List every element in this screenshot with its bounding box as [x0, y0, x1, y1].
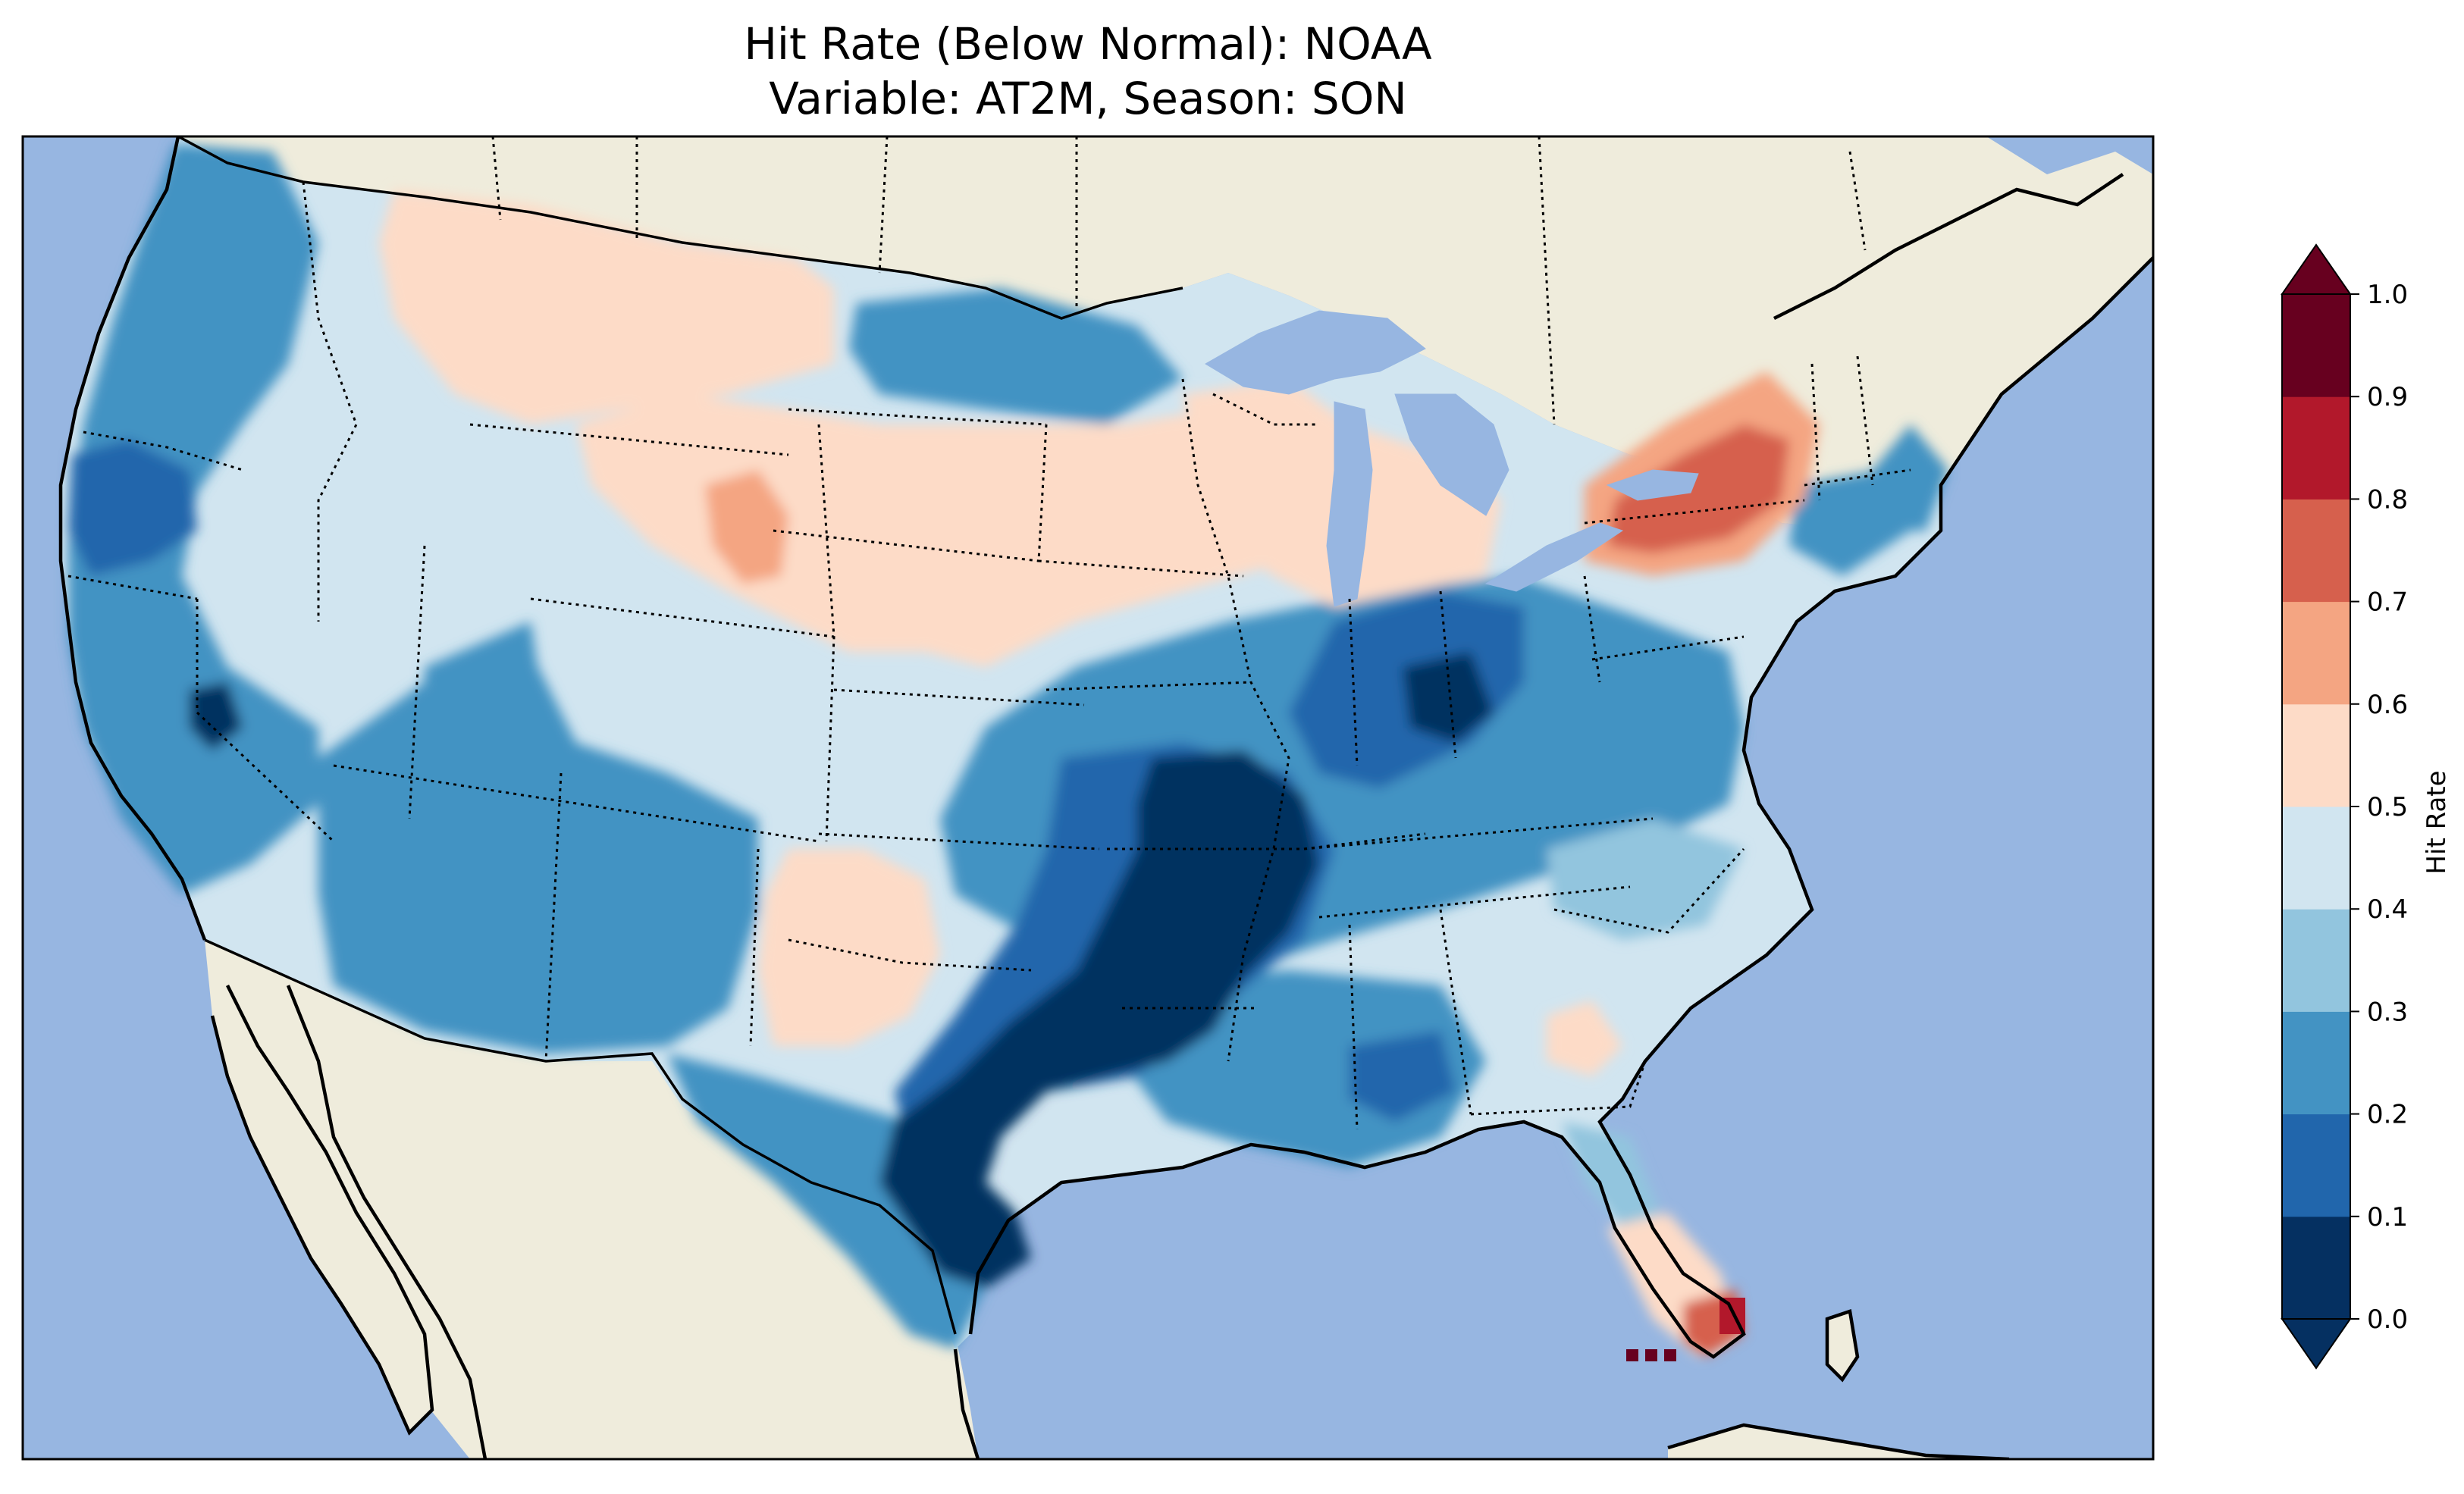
colorbar-tick-label: 0.5 — [2367, 792, 2408, 822]
region-indiana-dark — [1403, 652, 1494, 743]
state-borders — [67, 136, 1911, 1130]
province-lines — [491, 136, 1867, 425]
border-us-mexico — [204, 938, 957, 1335]
state-line-new-england — [1804, 355, 1911, 501]
state-line-pa-ny — [1584, 499, 1805, 661]
state-line-ca-nv — [196, 599, 335, 843]
state-line-ga-fl — [1470, 1060, 1647, 1116]
region-west-coast — [68, 144, 318, 894]
region-ne-arkansas — [1350, 1031, 1456, 1122]
coastlines — [58, 136, 2153, 1459]
colorbar-label: Hit Rate — [2422, 770, 2452, 874]
colorbar-tick-label: 0.7 — [2367, 587, 2408, 618]
coastline-bahamas — [1825, 1309, 1860, 1383]
coastline-mexico-east — [953, 1348, 980, 1459]
colorbar-tick-label: 0.8 — [2367, 484, 2408, 515]
colorbar: 0.0 0.1 0.2 0.3 0.4 0.5 0.6 0.7 0.8 0.9 1.0 — [2281, 243, 2408, 1370]
colorbar-tick-label: 1.0 — [2367, 280, 2408, 310]
colorbar-tick-label: 0.6 — [2367, 690, 2408, 720]
region-new-york-red — [1607, 424, 1789, 553]
colorbar-tick-label: 0.9 — [2367, 382, 2408, 412]
region-mississippi-valley-dark — [879, 750, 1319, 1289]
lake-superior — [1205, 310, 1426, 395]
colorbar-segment — [2282, 294, 2350, 397]
state-line-four-corners — [333, 764, 820, 843]
colorbar-tick-label: 0.1 — [2367, 1202, 2408, 1232]
state-line-dakotas — [788, 408, 1047, 426]
region-southern-plains-warm — [758, 849, 940, 1046]
state-line-az-nm — [544, 772, 563, 1062]
colorbar-extend-max — [2281, 243, 2352, 295]
colorbar-segment — [2282, 601, 2350, 705]
coastline-gulf — [968, 256, 2153, 1359]
colorbar-tick-label: 0.0 — [2367, 1305, 2408, 1335]
baja-land — [205, 940, 432, 1433]
state-line-wa-or — [83, 431, 243, 471]
state-line-sd-ne — [773, 529, 1039, 562]
great-lakes — [1205, 310, 1699, 607]
border-us-canada — [177, 136, 1183, 320]
region-florida-west — [1562, 1122, 1660, 1228]
colorbar-segment — [2282, 703, 2350, 807]
state-line-mn-ia — [1037, 424, 1244, 578]
map-frame — [21, 135, 2155, 1461]
colorbar-segment — [2282, 807, 2350, 910]
lake-michigan — [1326, 401, 1373, 607]
coastline-cuba — [1667, 1423, 2010, 1459]
state-line-nv-ut — [408, 545, 426, 819]
florida-keys-mark-2 — [1645, 1349, 1657, 1361]
chart-title: Hit Rate (Below Normal): NOAA — [744, 18, 1432, 70]
region-central-valley-dark — [190, 682, 243, 750]
international-borders — [177, 136, 1183, 1335]
state-line-idaho — [302, 181, 358, 622]
state-line-tn-ky — [1303, 817, 1654, 919]
coastline-us-west — [58, 136, 207, 941]
region-southern-new-england — [1789, 470, 1911, 576]
region-north-dakota — [849, 288, 1183, 424]
colorbar-segment — [2282, 499, 2350, 603]
lake-ontario — [1606, 469, 1699, 501]
region-georgia-warm — [1547, 1001, 1622, 1076]
coastline-baja — [210, 984, 434, 1436]
state-line-or-ca — [67, 575, 198, 600]
region-southern-rockies — [425, 622, 546, 788]
region-nw-california — [68, 440, 197, 576]
colorbar-segment — [2282, 1216, 2350, 1320]
bahamas-land — [1827, 1311, 1857, 1380]
colorbar-tick-label: 0.2 — [2367, 1100, 2408, 1130]
state-line-il-in-oh — [1348, 575, 1601, 766]
colorbar-segment — [2282, 396, 2350, 500]
colorbar-tick-label: 0.3 — [2367, 997, 2408, 1027]
colorbar-segment — [2282, 1113, 2350, 1217]
lake-huron — [1394, 393, 1509, 516]
state-line-co-east — [817, 424, 835, 842]
colorbar-extend-min — [2281, 1318, 2352, 1370]
florida-keys-mark-1 — [1626, 1349, 1638, 1361]
state-line-carolinas — [1553, 847, 1745, 934]
state-line-ks-ok — [818, 832, 1100, 850]
state-line-mississippi-river — [1181, 378, 1290, 1062]
chart-subtitle: Variable: AT2M, Season: SON — [769, 73, 1407, 124]
region-wyoming-orange — [705, 470, 788, 584]
colorbar-segment — [2282, 1011, 2350, 1115]
coastline-canada-east — [1773, 173, 2124, 321]
lake-erie — [1484, 522, 1624, 592]
region-carolinas — [1547, 819, 1744, 940]
colorbar-segment — [2282, 909, 2350, 1012]
state-line-mt-wy — [469, 423, 789, 456]
coastline-mexico-west — [286, 985, 487, 1459]
colorbar-tick-label: 0.4 — [2367, 894, 2408, 925]
state-line-wy-co — [530, 597, 835, 638]
florida-keys-mark-3 — [1664, 1349, 1676, 1361]
state-line-ok-tx — [749, 848, 1032, 1047]
map-panel — [23, 136, 2153, 1459]
region-northern-plains-warm — [576, 394, 1334, 667]
